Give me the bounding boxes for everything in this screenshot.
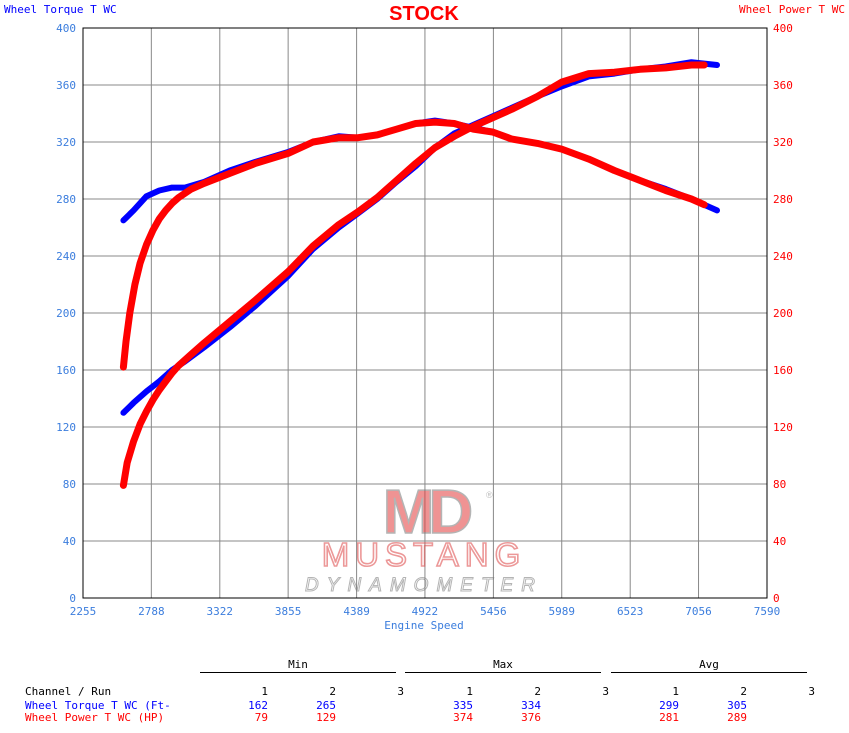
- stat-avg-run-1: 281: [659, 711, 679, 724]
- stat-avg-run-2: 289: [727, 711, 747, 724]
- logo-mark: MD: [383, 478, 472, 547]
- tick-labels: 2255 2788 3322 3855 4389 4922 5456 5989 6523 7056…: [56, 22, 793, 618]
- stat-max-run-1: 374: [453, 711, 473, 724]
- logo-word-dynamometer: DYNAMOMETER: [305, 575, 543, 596]
- stat-avg-run-2: 305: [727, 699, 747, 712]
- x-tick-label: 5456: [480, 605, 507, 618]
- col-group-min: Min: [288, 658, 308, 671]
- x-tick-label: 5989: [548, 605, 575, 618]
- chart-title: STOCK: [389, 3, 459, 25]
- y-tick-label-right: 360: [773, 79, 793, 92]
- y-tick-label-right: 320: [773, 136, 793, 149]
- stat-min-run-1: 162: [248, 699, 268, 712]
- run-header-min-3: 3: [397, 685, 404, 698]
- x-tick-label: 6523: [617, 605, 644, 618]
- x-tick-label: 2788: [138, 605, 165, 618]
- y-tick-label-left: 40: [63, 535, 76, 548]
- x-tick-label: 4922: [412, 605, 439, 618]
- stat-max-run-2: 334: [521, 699, 541, 712]
- x-axis-title: Engine Speed: [384, 619, 463, 632]
- y-tick-label-left: 360: [56, 79, 76, 92]
- wheel-torque-t-wc-run-2-line: [119, 118, 708, 371]
- run-header-max-3: 3: [602, 685, 609, 698]
- y-tick-label-left: 200: [56, 307, 76, 320]
- run-header-avg-3: 3: [808, 685, 815, 698]
- x-tick-label: 7590: [754, 605, 781, 618]
- channel-run-header: Channel / Run: [25, 685, 112, 698]
- series-layer: [119, 59, 720, 489]
- y-tick-label-left: 160: [56, 364, 76, 377]
- y-tick-label-right: 240: [773, 250, 793, 263]
- y-tick-label-left: 0: [69, 592, 76, 605]
- stat-min-run-2: 265: [316, 699, 336, 712]
- y-tick-label-right: 40: [773, 535, 786, 548]
- wheel-torque-t-wc-run-1-line: [120, 117, 720, 224]
- dyno-chart: Wheel Torque T WC STOCK Wheel Power T WC…: [4, 3, 845, 632]
- stat-avg-run-1: 299: [659, 699, 679, 712]
- y-tick-label-right: 0: [773, 592, 780, 605]
- plot-frame: [82, 27, 768, 599]
- run-header-max-2: 2: [534, 685, 541, 698]
- logo-word-mustang: MUSTANG: [322, 536, 527, 573]
- summary-table: Min Max Avg Channel / Run 1 2 3 1 2 3 1 2 3 Wheel…: [0, 650, 849, 733]
- y-tick-label-right: 80: [773, 478, 786, 491]
- y-tick-label-right: 400: [773, 22, 793, 35]
- y-tick-label-right: 280: [773, 193, 793, 206]
- row-label: Wheel Power T WC (HP): [25, 711, 165, 724]
- y-tick-label-right: 200: [773, 307, 793, 320]
- divider-min: [200, 672, 396, 673]
- x-tick-label: 3322: [207, 605, 234, 618]
- y-tick-label-left: 280: [56, 193, 76, 206]
- logo-registered: ®: [486, 490, 493, 500]
- run-header-avg-1: 1: [672, 685, 679, 698]
- y-tick-label-left: 400: [56, 22, 76, 35]
- y-tick-label-left: 120: [56, 421, 76, 434]
- x-tick-label: 3855: [275, 605, 302, 618]
- run-header-min-2: 2: [329, 685, 336, 698]
- wheel-power-t-wc-run-2-line: [119, 61, 708, 489]
- stat-min-run-2: 129: [316, 711, 336, 724]
- col-group-max: Max: [493, 658, 513, 671]
- y-tick-label-left: 240: [56, 250, 76, 263]
- row-label: Wheel Torque T WC (Ft-: [25, 699, 171, 712]
- stat-max-run-1: 335: [453, 699, 473, 712]
- divider-avg: [611, 672, 807, 673]
- stat-max-run-2: 376: [521, 711, 541, 724]
- left-axis-title: Wheel Torque T WC: [4, 3, 117, 16]
- divider-max: [405, 672, 601, 673]
- run-header-avg-2: 2: [740, 685, 747, 698]
- y-tick-label-right: 160: [773, 364, 793, 377]
- wheel-power-t-wc-run-1-line: [120, 59, 720, 416]
- y-tick-label-left: 320: [56, 136, 76, 149]
- right-axis-title: Wheel Power T WC: [739, 3, 845, 16]
- run-header-max-1: 1: [466, 685, 473, 698]
- x-tick-label: 4389: [343, 605, 370, 618]
- x-tick-label: 2255: [70, 605, 97, 618]
- col-group-avg: Avg: [699, 658, 719, 671]
- y-tick-label-right: 120: [773, 421, 793, 434]
- mustang-dynamometer-logo: MD ® MUSTANG DYNAMOMETER: [305, 477, 543, 596]
- y-tick-label-left: 80: [63, 478, 76, 491]
- stat-min-run-1: 79: [254, 711, 268, 724]
- x-tick-label: 7056: [685, 605, 712, 618]
- run-header-min-1: 1: [261, 685, 268, 698]
